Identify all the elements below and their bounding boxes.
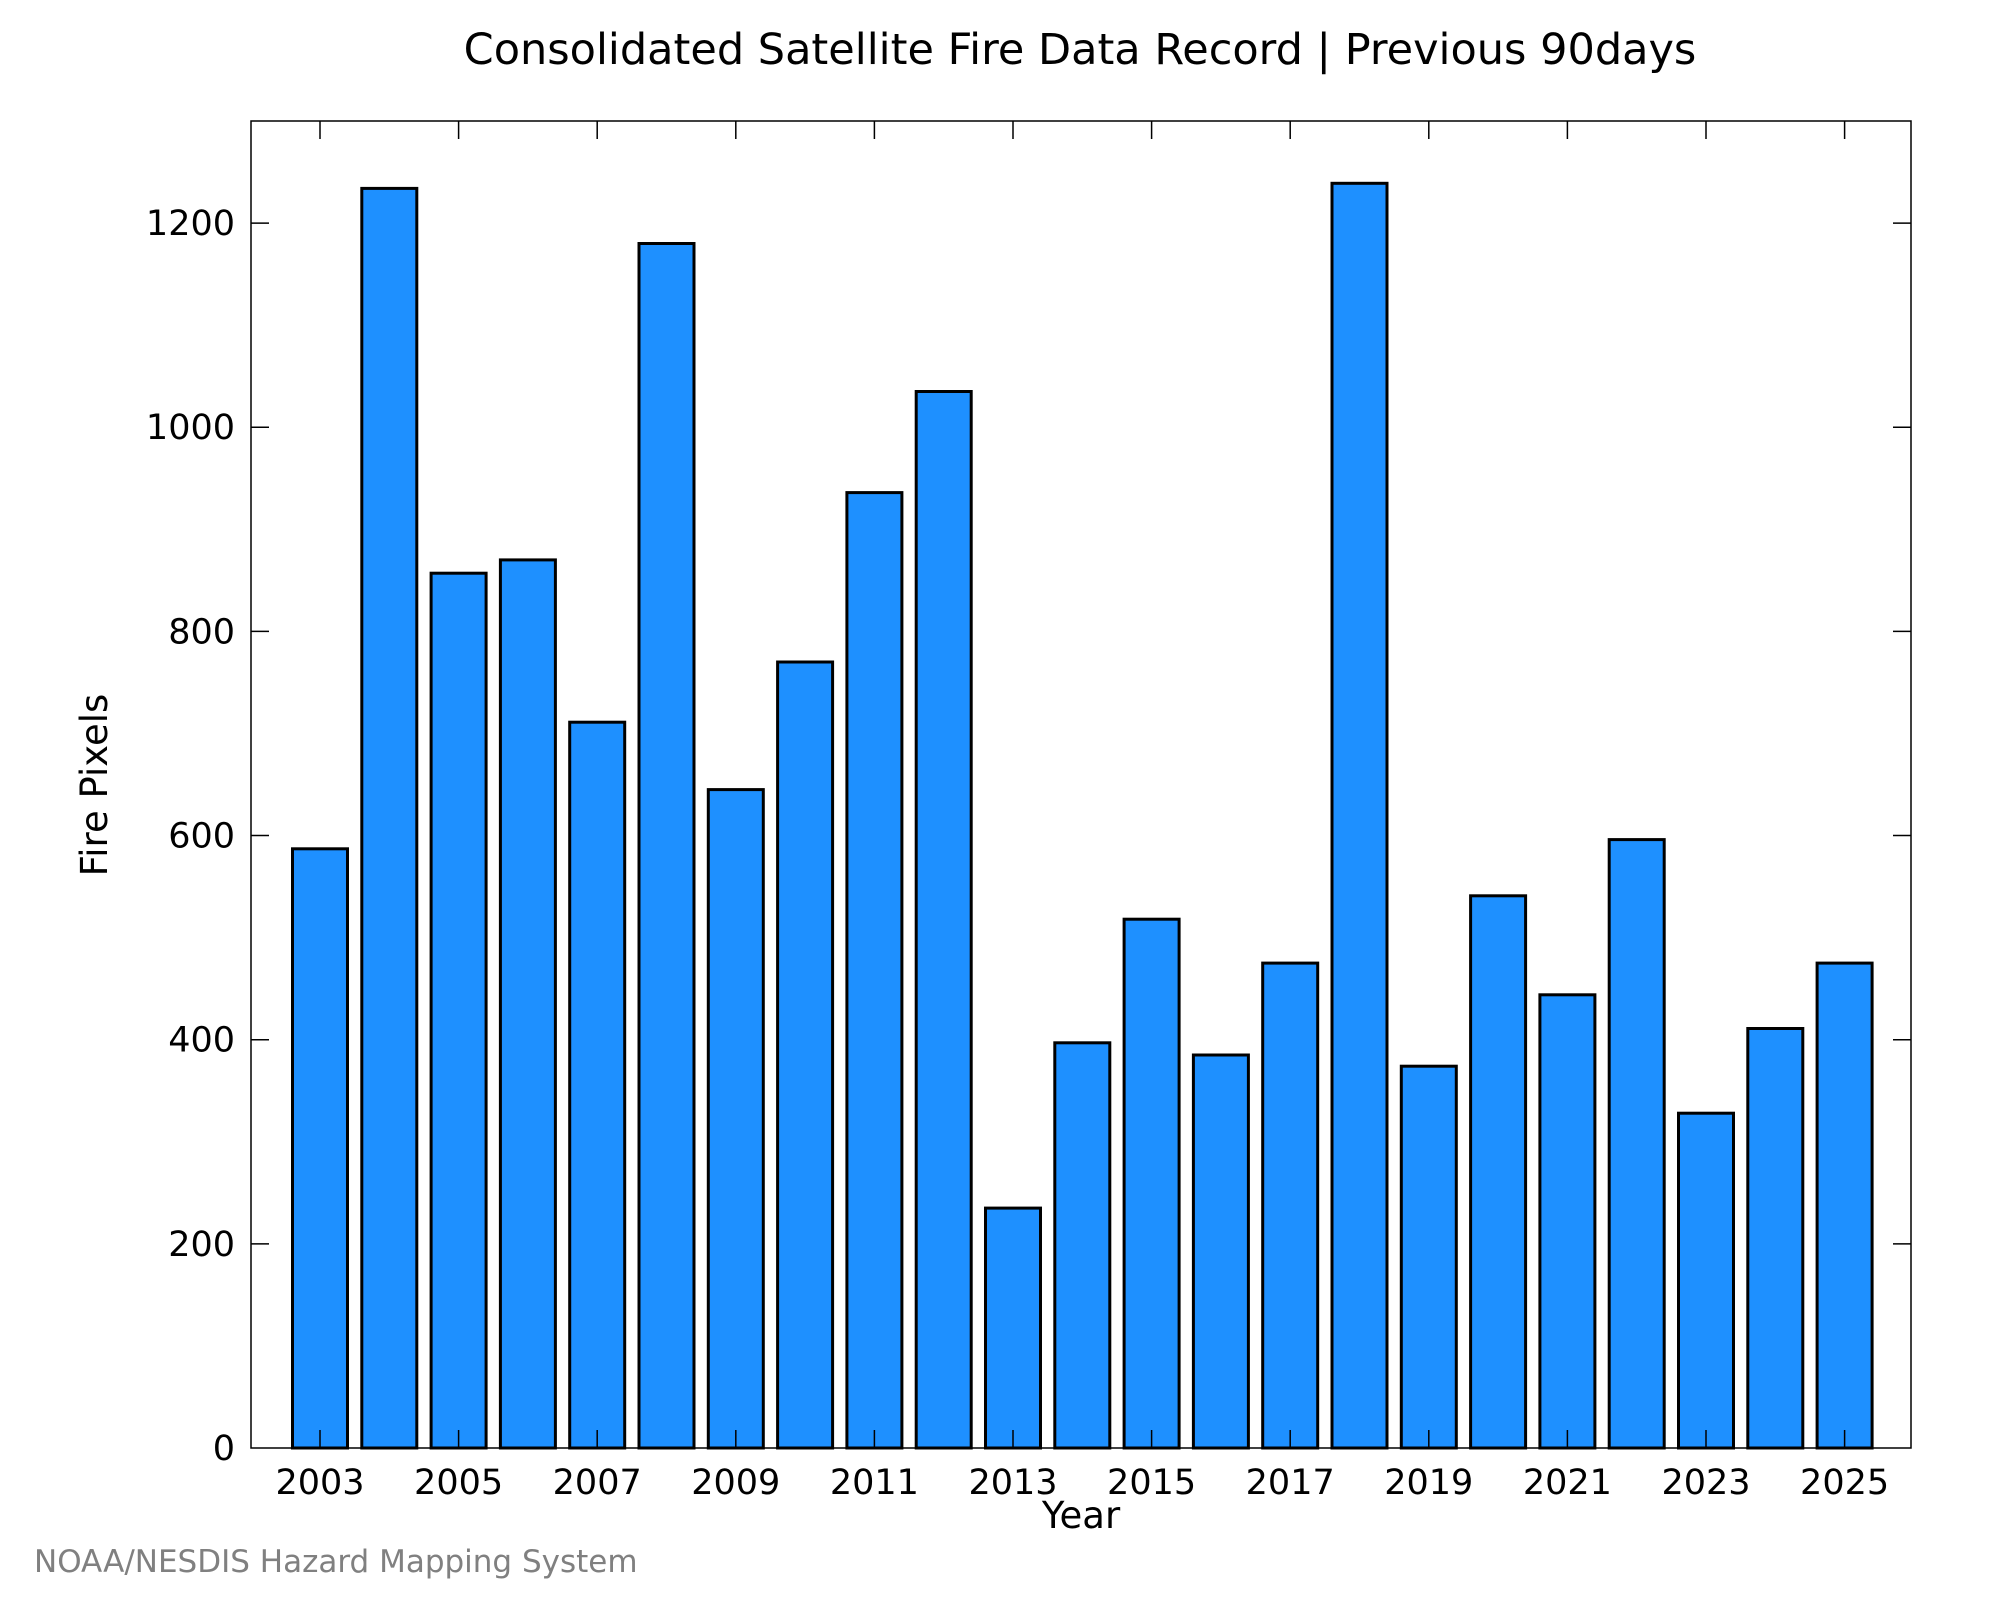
bar-2015	[1122, 917, 1181, 1450]
x-tick-label: 2017	[1246, 1463, 1335, 1503]
x-tick-label: 2003	[275, 1463, 364, 1503]
bar-2010	[776, 660, 835, 1450]
bar-2023	[1677, 1111, 1735, 1450]
y-tick-label: 0	[213, 1429, 235, 1469]
bar-2012	[914, 390, 973, 1450]
x-tick-label: 2005	[414, 1463, 503, 1503]
bar-2013	[984, 1206, 1042, 1450]
x-tick-label: 2007	[553, 1463, 642, 1503]
y-tick-label: 200	[168, 1225, 235, 1265]
bar-2016	[1191, 1053, 1250, 1450]
bar-2014	[1053, 1041, 1112, 1450]
bars	[291, 181, 1874, 1450]
x-tick-label: 2013	[968, 1463, 1057, 1503]
bar-2003	[291, 847, 349, 1450]
x-tick-label: 2009	[691, 1463, 780, 1503]
plot-frame	[250, 120, 1912, 1449]
bar-2019	[1399, 1064, 1458, 1450]
y-axis-label: Fire Pixels	[73, 694, 116, 877]
x-axis-label: Year	[1041, 1494, 1121, 1537]
y-tick-label: 1000	[146, 408, 235, 448]
x-tick-label: 2015	[1107, 1463, 1196, 1503]
bar-2005	[429, 571, 488, 1450]
bar-2021	[1538, 993, 1597, 1450]
y-tick-label: 1200	[146, 204, 235, 244]
bar-2020	[1469, 894, 1528, 1450]
y-tick-label: 400	[168, 1021, 235, 1061]
bar-2006	[498, 558, 557, 1450]
y-tick-labels: 0 200 400 600 800 1000 1200	[146, 204, 235, 1469]
x-tick-label: 2023	[1661, 1463, 1750, 1503]
bar-2022	[1607, 838, 1666, 1450]
chart-title: Consolidated Satellite Fire Data Record …	[464, 25, 1697, 75]
x-tick-labels: 2003 2005 2007 2009 2011 2013 2015 2017 2019 2021…	[275, 1463, 1889, 1503]
source-credit: NOAA/NESDIS Hazard Mapping System	[34, 1544, 638, 1580]
bar-2017	[1261, 961, 1320, 1450]
bar-2011	[845, 491, 904, 1450]
y-tick-label: 800	[168, 612, 235, 652]
x-tick-label: 2021	[1523, 1463, 1612, 1503]
x-tick-label: 2025	[1800, 1463, 1889, 1503]
x-tick-label: 2019	[1384, 1463, 1473, 1503]
bar-2025	[1815, 961, 1874, 1450]
y-tick-label: 600	[168, 817, 235, 857]
bar-2018	[1330, 181, 1389, 1450]
bar-2007	[568, 720, 627, 1450]
x-tick-label: 2011	[830, 1463, 919, 1503]
bar-2009	[706, 788, 765, 1450]
bar-2008	[637, 242, 696, 1450]
bar-2004	[360, 186, 419, 1450]
axis-ticks	[251, 121, 1911, 1448]
bar-2024	[1746, 1027, 1805, 1450]
